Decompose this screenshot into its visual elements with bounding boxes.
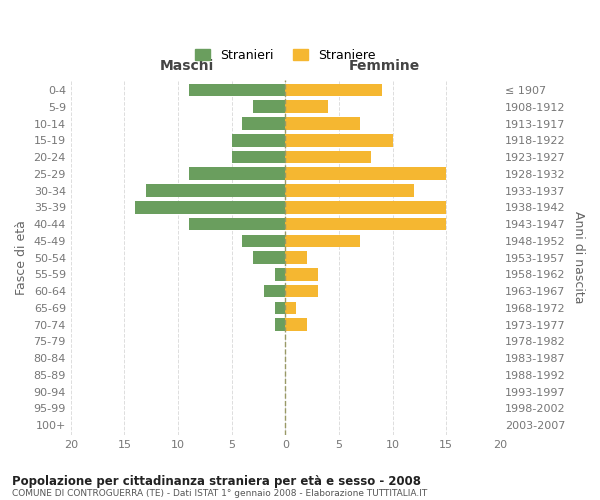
Bar [286,285,317,298]
Bar [286,252,307,264]
Text: Maschi: Maschi [160,59,214,73]
Bar [189,218,286,230]
Bar [232,134,286,146]
Text: Femmine: Femmine [349,59,419,73]
Bar [253,252,286,264]
Bar [242,117,286,130]
Bar [286,134,392,146]
Bar [189,84,286,96]
Bar [253,100,286,113]
Bar [275,268,286,280]
Bar [232,150,286,164]
Bar [264,285,286,298]
Bar [286,318,307,331]
Bar [275,302,286,314]
Bar [242,234,286,247]
Bar [286,218,446,230]
Bar [286,184,414,197]
Bar [286,168,446,180]
Text: COMUNE DI CONTROGUERRA (TE) - Dati ISTAT 1° gennaio 2008 - Elaborazione TUTTITAL: COMUNE DI CONTROGUERRA (TE) - Dati ISTAT… [12,488,427,498]
Bar [286,100,328,113]
Bar [146,184,286,197]
Bar [275,318,286,331]
Text: Popolazione per cittadinanza straniera per età e sesso - 2008: Popolazione per cittadinanza straniera p… [12,474,421,488]
Y-axis label: Fasce di età: Fasce di età [15,220,28,295]
Bar [286,302,296,314]
Bar [286,234,361,247]
Y-axis label: Anni di nascita: Anni di nascita [572,212,585,304]
Legend: Stranieri, Straniere: Stranieri, Straniere [190,44,380,66]
Bar [286,117,361,130]
Bar [135,201,286,213]
Bar [189,168,286,180]
Bar [286,268,317,280]
Bar [286,84,382,96]
Bar [286,201,446,213]
Bar [286,150,371,164]
